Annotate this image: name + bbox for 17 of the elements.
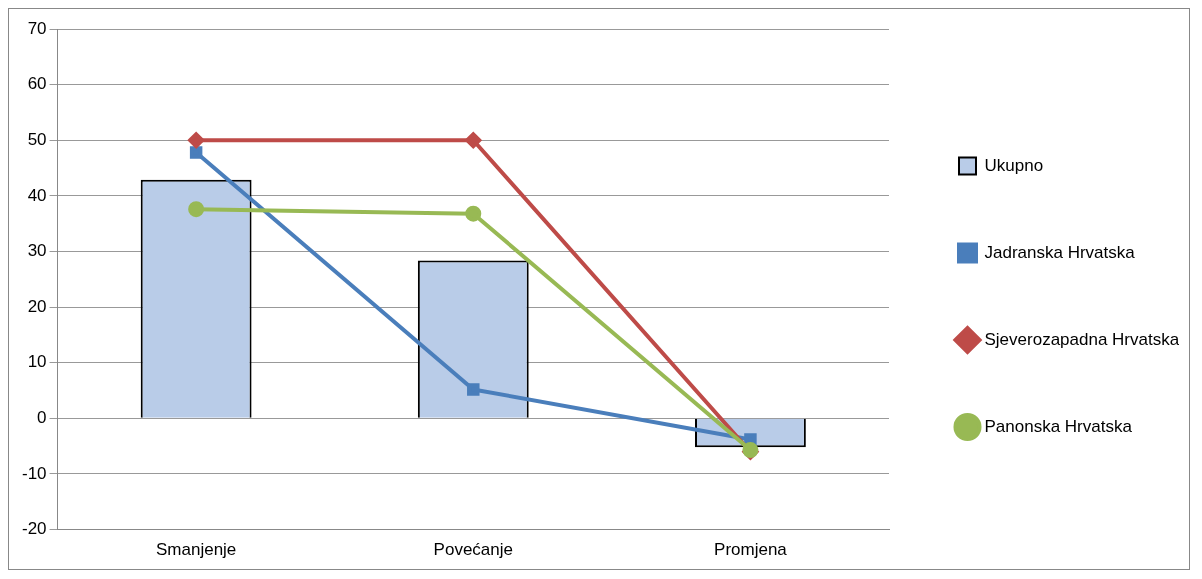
x-tick-label: Smanjenje xyxy=(155,540,237,560)
legend-label: Jadranska Hrvatska xyxy=(984,242,1136,262)
y-tick-label: 50 xyxy=(27,129,47,149)
y-tick-label: 40 xyxy=(27,185,47,205)
x-tick-label: Promjena xyxy=(714,540,788,560)
y-tick-label: 30 xyxy=(27,241,47,261)
y-tick-label: 70 xyxy=(27,18,47,38)
legend-label: Sjeverozapadna Hrvatska xyxy=(984,329,1180,349)
y-tick-label: -10 xyxy=(21,463,47,483)
legend-label: Panonska Hrvatska xyxy=(984,416,1133,436)
y-tick-label: 20 xyxy=(27,296,47,316)
y-tick-label: 0 xyxy=(37,408,47,428)
x-tick-label: Povećanje xyxy=(433,540,513,560)
y-tick-label: -20 xyxy=(21,519,47,539)
y-tick-label: 10 xyxy=(27,352,47,372)
legend-label: Ukupno xyxy=(984,155,1044,175)
y-tick-label: 60 xyxy=(27,74,47,94)
